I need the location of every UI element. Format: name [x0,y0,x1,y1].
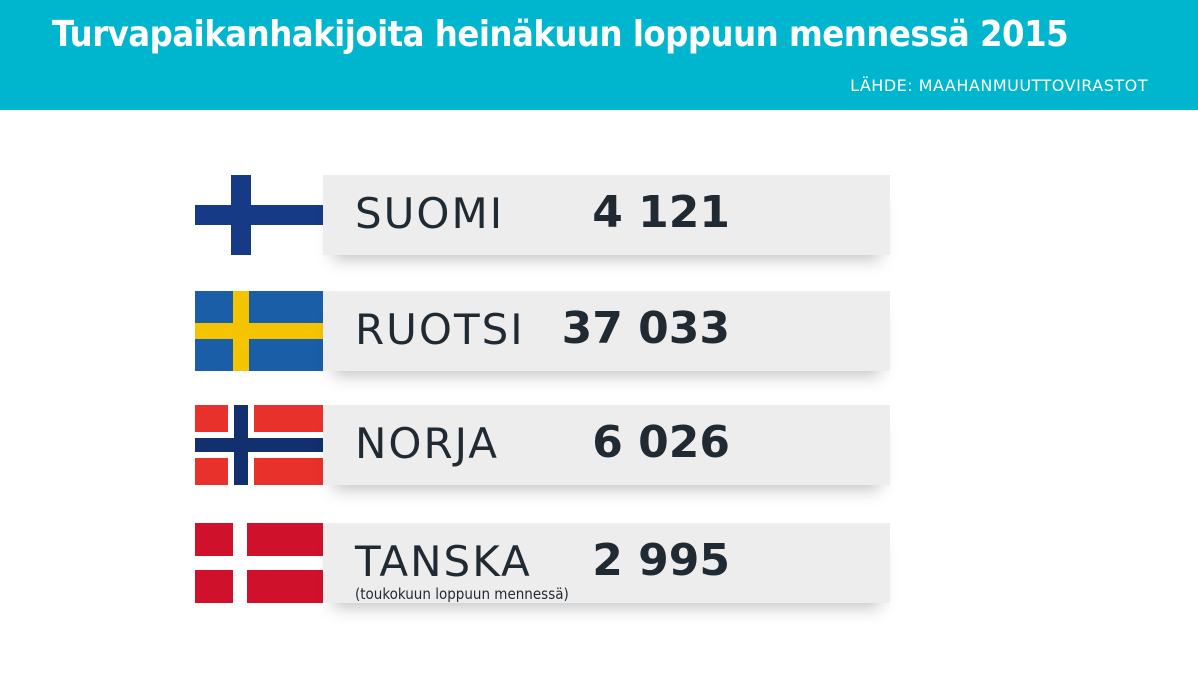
country-label: TANSKA [355,537,532,586]
value-label: 2 995 [592,535,730,586]
value-bar [323,405,890,485]
chart-title: Turvapaikanhakijoita heinäkuun loppuun m… [52,14,1069,55]
value-label: 37 033 [561,303,730,354]
table-row-norja: NORJA 6 026 [0,405,1198,487]
header-banner: Turvapaikanhakijoita heinäkuun loppuun m… [0,0,1198,110]
country-label: SUOMI [355,189,505,238]
table-row-tanska: TANSKA 2 995 (toukokuun loppuun mennessä… [0,523,1198,605]
table-row-ruotsi: RUOTSI 37 033 [0,291,1198,373]
source-label: LÄHDE: MAAHANMUUTTOVIRASTOT [850,76,1148,95]
country-label: NORJA [355,419,500,468]
value-bar [323,175,890,255]
norway-flag-icon [195,405,323,485]
value-label: 6 026 [592,417,730,468]
finland-flag-icon [195,175,323,255]
denmark-flag-icon [195,523,323,603]
value-bar [323,523,890,603]
footnote-label: (toukokuun loppuun mennessä) [355,585,569,603]
value-bar [323,291,890,371]
sweden-flag-icon [195,291,323,371]
value-label: 4 121 [592,187,730,238]
table-row-suomi: SUOMI 4 121 [0,175,1198,257]
country-label: RUOTSI [355,305,525,354]
